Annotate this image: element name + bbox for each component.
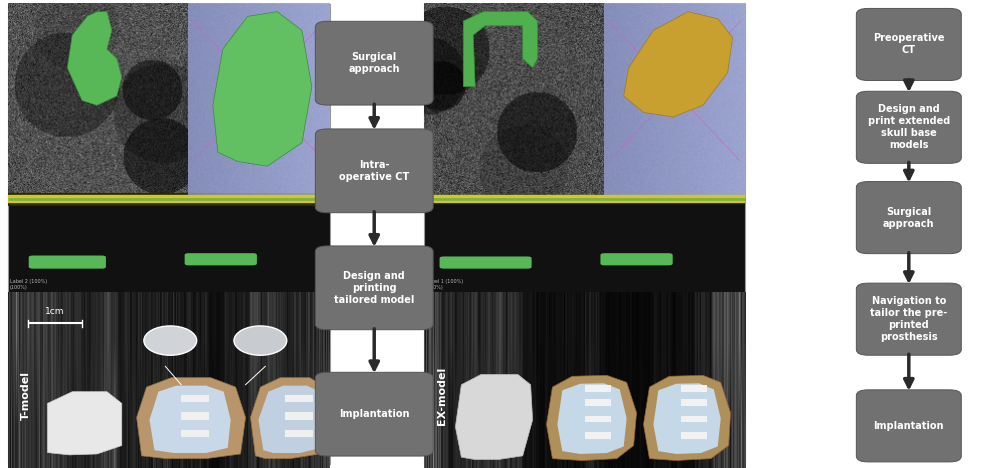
FancyBboxPatch shape	[188, 4, 330, 199]
Polygon shape	[258, 386, 325, 453]
Text: Design and
print extended
skull base
models: Design and print extended skull base mod…	[867, 104, 950, 150]
Polygon shape	[250, 378, 330, 459]
FancyBboxPatch shape	[681, 432, 707, 439]
Text: Design and
printing
tailored model: Design and printing tailored model	[334, 271, 415, 305]
Polygon shape	[624, 12, 733, 117]
FancyBboxPatch shape	[285, 395, 313, 402]
Text: Label 1 (100%)
(100%): Label 1 (100%) (100%)	[426, 279, 462, 290]
FancyBboxPatch shape	[184, 253, 257, 265]
FancyBboxPatch shape	[285, 412, 313, 420]
Polygon shape	[463, 12, 538, 87]
FancyBboxPatch shape	[604, 4, 745, 199]
Text: Surgical
approach: Surgical approach	[348, 52, 400, 74]
FancyBboxPatch shape	[315, 21, 434, 105]
FancyBboxPatch shape	[315, 129, 434, 212]
FancyBboxPatch shape	[315, 246, 434, 329]
FancyBboxPatch shape	[585, 385, 611, 392]
Text: Intra-
operative CT: Intra- operative CT	[340, 160, 409, 182]
FancyBboxPatch shape	[856, 283, 961, 355]
Text: Surgical
approach: Surgical approach	[883, 206, 935, 229]
FancyBboxPatch shape	[856, 91, 961, 163]
Polygon shape	[653, 383, 721, 454]
FancyBboxPatch shape	[181, 395, 209, 402]
Polygon shape	[546, 375, 637, 461]
FancyBboxPatch shape	[681, 399, 707, 406]
Polygon shape	[455, 374, 533, 460]
Polygon shape	[149, 386, 231, 453]
FancyBboxPatch shape	[585, 432, 611, 439]
Polygon shape	[213, 12, 312, 166]
Ellipse shape	[234, 326, 287, 355]
Ellipse shape	[144, 326, 197, 355]
FancyBboxPatch shape	[856, 390, 961, 462]
FancyBboxPatch shape	[681, 416, 707, 422]
FancyBboxPatch shape	[424, 4, 745, 464]
Text: Implantation: Implantation	[339, 409, 410, 419]
FancyBboxPatch shape	[315, 373, 434, 456]
Polygon shape	[48, 392, 122, 455]
FancyBboxPatch shape	[585, 416, 611, 422]
Text: EX-model: EX-model	[437, 366, 446, 424]
Polygon shape	[67, 12, 122, 105]
Text: Preoperative
CT: Preoperative CT	[873, 33, 944, 56]
Polygon shape	[557, 383, 627, 454]
Text: Label 2 (100%)
(100%): Label 2 (100%) (100%)	[10, 279, 48, 290]
Text: 1cm: 1cm	[46, 307, 64, 316]
FancyBboxPatch shape	[8, 193, 330, 206]
Polygon shape	[644, 375, 731, 461]
Text: Navigation to
tailor the pre-
printed
prosthesis: Navigation to tailor the pre- printed pr…	[870, 296, 947, 342]
Text: T-model: T-model	[21, 371, 31, 420]
FancyBboxPatch shape	[856, 182, 961, 254]
FancyBboxPatch shape	[285, 430, 313, 437]
FancyBboxPatch shape	[440, 256, 532, 269]
FancyBboxPatch shape	[681, 385, 707, 392]
FancyBboxPatch shape	[29, 256, 106, 269]
Polygon shape	[137, 378, 246, 459]
FancyBboxPatch shape	[8, 4, 330, 464]
Text: Implantation: Implantation	[873, 421, 944, 431]
FancyBboxPatch shape	[585, 399, 611, 406]
FancyBboxPatch shape	[181, 412, 209, 420]
FancyBboxPatch shape	[181, 430, 209, 437]
FancyBboxPatch shape	[856, 8, 961, 80]
FancyBboxPatch shape	[600, 253, 673, 265]
